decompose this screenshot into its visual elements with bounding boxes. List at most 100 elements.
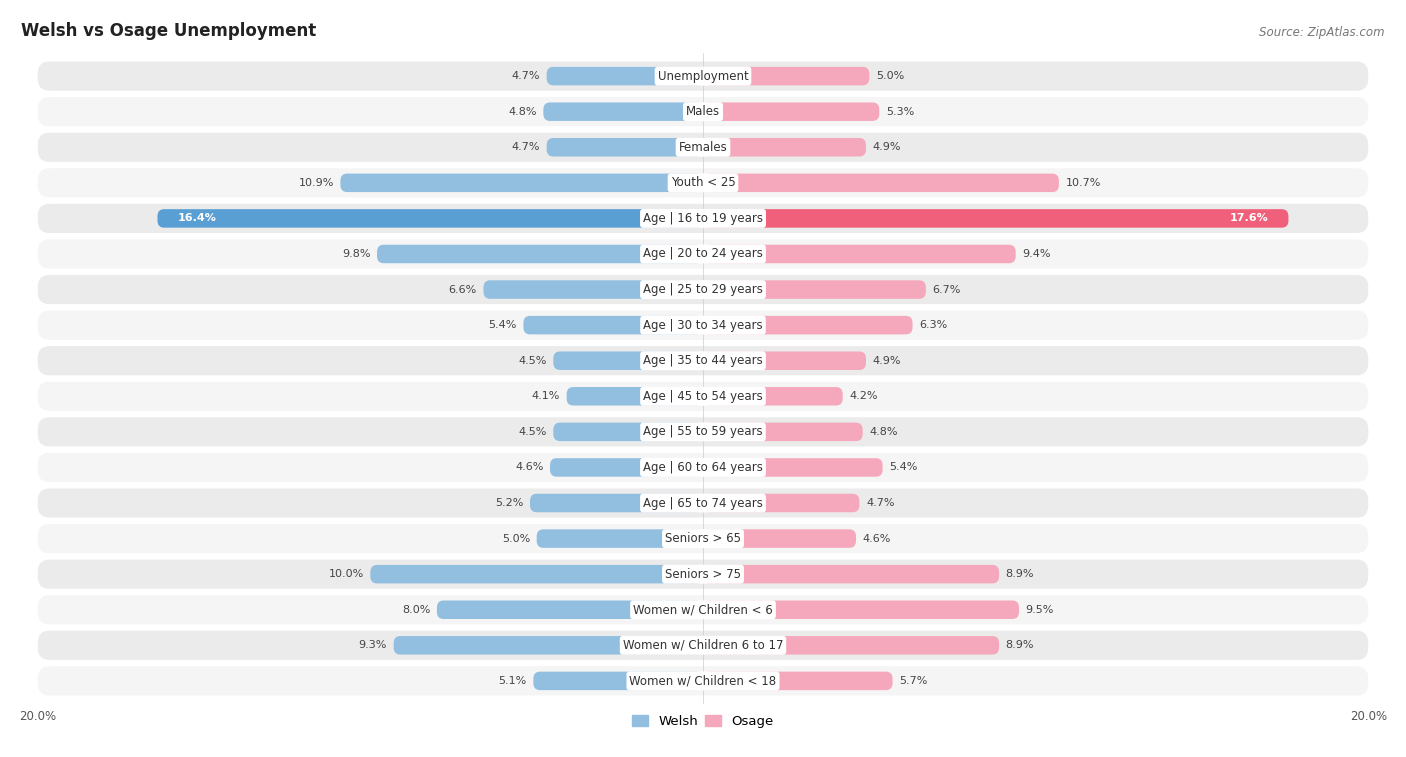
Text: 4.9%: 4.9% [873, 356, 901, 366]
FancyBboxPatch shape [550, 458, 703, 477]
Text: 10.7%: 10.7% [1066, 178, 1101, 188]
FancyBboxPatch shape [523, 316, 703, 335]
FancyBboxPatch shape [38, 132, 1368, 162]
FancyBboxPatch shape [38, 595, 1368, 625]
Text: Women w/ Children < 6: Women w/ Children < 6 [633, 603, 773, 616]
FancyBboxPatch shape [38, 168, 1368, 198]
FancyBboxPatch shape [703, 102, 879, 121]
Text: Age | 25 to 29 years: Age | 25 to 29 years [643, 283, 763, 296]
Text: Age | 60 to 64 years: Age | 60 to 64 years [643, 461, 763, 474]
Text: 5.0%: 5.0% [502, 534, 530, 544]
FancyBboxPatch shape [703, 209, 1288, 228]
Text: Seniors > 65: Seniors > 65 [665, 532, 741, 545]
Text: Females: Females [679, 141, 727, 154]
FancyBboxPatch shape [554, 422, 703, 441]
FancyBboxPatch shape [703, 494, 859, 512]
FancyBboxPatch shape [394, 636, 703, 655]
Text: 4.6%: 4.6% [515, 463, 543, 472]
FancyBboxPatch shape [38, 666, 1368, 696]
Text: 6.3%: 6.3% [920, 320, 948, 330]
FancyBboxPatch shape [703, 529, 856, 548]
Text: 4.5%: 4.5% [519, 427, 547, 437]
Text: 10.9%: 10.9% [298, 178, 333, 188]
FancyBboxPatch shape [703, 387, 842, 406]
Text: Women w/ Children < 18: Women w/ Children < 18 [630, 674, 776, 687]
FancyBboxPatch shape [554, 351, 703, 370]
FancyBboxPatch shape [38, 559, 1368, 589]
Text: Age | 20 to 24 years: Age | 20 to 24 years [643, 248, 763, 260]
Text: 5.4%: 5.4% [889, 463, 918, 472]
Text: 4.2%: 4.2% [849, 391, 877, 401]
Text: 9.8%: 9.8% [342, 249, 370, 259]
Text: 6.7%: 6.7% [932, 285, 960, 294]
Text: Seniors > 75: Seniors > 75 [665, 568, 741, 581]
FancyBboxPatch shape [437, 600, 703, 619]
FancyBboxPatch shape [38, 61, 1368, 91]
Legend: Welsh, Osage: Welsh, Osage [627, 709, 779, 734]
Text: 4.9%: 4.9% [873, 142, 901, 152]
Text: 4.7%: 4.7% [512, 71, 540, 81]
Text: 4.7%: 4.7% [512, 142, 540, 152]
FancyBboxPatch shape [703, 138, 866, 157]
Text: Males: Males [686, 105, 720, 118]
FancyBboxPatch shape [370, 565, 703, 584]
FancyBboxPatch shape [703, 351, 866, 370]
FancyBboxPatch shape [38, 382, 1368, 411]
FancyBboxPatch shape [537, 529, 703, 548]
Text: 5.4%: 5.4% [488, 320, 517, 330]
FancyBboxPatch shape [703, 173, 1059, 192]
Text: Age | 55 to 59 years: Age | 55 to 59 years [643, 425, 763, 438]
FancyBboxPatch shape [703, 422, 863, 441]
FancyBboxPatch shape [547, 67, 703, 86]
FancyBboxPatch shape [38, 453, 1368, 482]
Text: 4.8%: 4.8% [508, 107, 537, 117]
Text: 4.6%: 4.6% [863, 534, 891, 544]
FancyBboxPatch shape [38, 488, 1368, 518]
FancyBboxPatch shape [38, 417, 1368, 447]
FancyBboxPatch shape [157, 209, 703, 228]
FancyBboxPatch shape [38, 97, 1368, 126]
Text: 5.1%: 5.1% [499, 676, 527, 686]
Text: 4.5%: 4.5% [519, 356, 547, 366]
Text: 8.9%: 8.9% [1005, 640, 1035, 650]
Text: Welsh vs Osage Unemployment: Welsh vs Osage Unemployment [21, 22, 316, 40]
Text: 5.7%: 5.7% [900, 676, 928, 686]
FancyBboxPatch shape [703, 67, 869, 86]
Text: 4.1%: 4.1% [531, 391, 560, 401]
FancyBboxPatch shape [703, 600, 1019, 619]
Text: Age | 30 to 34 years: Age | 30 to 34 years [643, 319, 763, 332]
Text: 9.3%: 9.3% [359, 640, 387, 650]
Text: 5.0%: 5.0% [876, 71, 904, 81]
Text: Unemployment: Unemployment [658, 70, 748, 83]
FancyBboxPatch shape [703, 636, 1000, 655]
Text: 8.0%: 8.0% [402, 605, 430, 615]
Text: 4.8%: 4.8% [869, 427, 898, 437]
FancyBboxPatch shape [38, 204, 1368, 233]
Text: 17.6%: 17.6% [1230, 213, 1268, 223]
Text: 9.4%: 9.4% [1022, 249, 1050, 259]
FancyBboxPatch shape [703, 280, 927, 299]
FancyBboxPatch shape [703, 316, 912, 335]
FancyBboxPatch shape [38, 631, 1368, 660]
FancyBboxPatch shape [484, 280, 703, 299]
Text: Youth < 25: Youth < 25 [671, 176, 735, 189]
Text: Source: ZipAtlas.com: Source: ZipAtlas.com [1260, 26, 1385, 39]
FancyBboxPatch shape [547, 138, 703, 157]
FancyBboxPatch shape [38, 275, 1368, 304]
FancyBboxPatch shape [38, 524, 1368, 553]
FancyBboxPatch shape [530, 494, 703, 512]
FancyBboxPatch shape [567, 387, 703, 406]
Text: 8.9%: 8.9% [1005, 569, 1035, 579]
FancyBboxPatch shape [38, 239, 1368, 269]
Text: 4.7%: 4.7% [866, 498, 894, 508]
FancyBboxPatch shape [340, 173, 703, 192]
FancyBboxPatch shape [703, 671, 893, 690]
Text: 5.2%: 5.2% [495, 498, 523, 508]
FancyBboxPatch shape [543, 102, 703, 121]
Text: 16.4%: 16.4% [177, 213, 217, 223]
Text: 6.6%: 6.6% [449, 285, 477, 294]
FancyBboxPatch shape [533, 671, 703, 690]
FancyBboxPatch shape [703, 458, 883, 477]
FancyBboxPatch shape [703, 565, 1000, 584]
FancyBboxPatch shape [377, 245, 703, 263]
